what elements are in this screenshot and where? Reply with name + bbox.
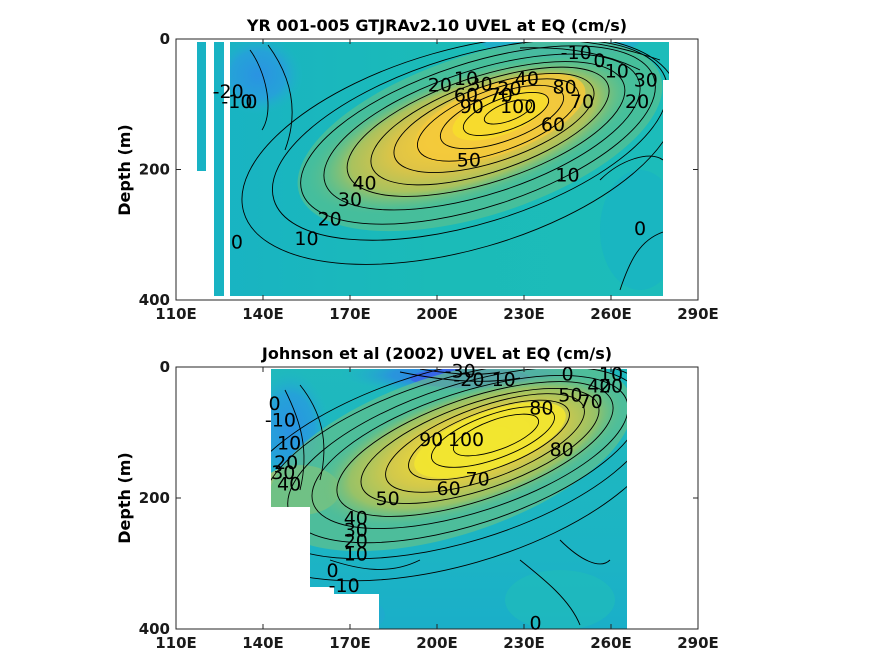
- panel-2-field: [271, 369, 627, 629]
- x-tick-label: 170E: [329, 305, 371, 323]
- contour-label: 90: [419, 429, 443, 451]
- contour-label: 70: [570, 91, 594, 113]
- contour-label: 50: [376, 488, 400, 510]
- contour-label: 30: [271, 462, 295, 484]
- contour-label: 50: [457, 150, 481, 172]
- contour-label: 40: [352, 173, 376, 195]
- contour-label: -10: [221, 91, 252, 113]
- contour-label: 0: [245, 91, 257, 113]
- contour-label: 10: [344, 544, 368, 566]
- contour-label: 20: [318, 208, 342, 230]
- contour-label: 60: [541, 114, 565, 136]
- contour-label: 50: [558, 385, 582, 407]
- x-tick-label: 110E: [155, 305, 197, 323]
- panel-1-x-axis: 110E 140E 170E 200E 230E 260E 290E: [155, 39, 719, 323]
- contour-label: 10: [555, 165, 579, 187]
- panel-2-title: Johnson et al (2002) UVEL at EQ (cm/s): [261, 344, 612, 363]
- contour-label: 40: [344, 508, 368, 530]
- y-tick-label: 200: [139, 489, 170, 507]
- contour-label: 10: [294, 228, 318, 250]
- contour-label: 40: [515, 68, 539, 90]
- contour-label: 100: [448, 429, 484, 451]
- contour-label: 10: [277, 432, 301, 454]
- contour-label: 20: [344, 531, 368, 553]
- x-tick-label: 260E: [590, 634, 632, 652]
- contour-label: 80: [529, 398, 553, 420]
- contour-label: 0: [593, 50, 605, 72]
- contour-label: 60: [454, 84, 478, 106]
- contour-label: 0: [561, 364, 573, 386]
- x-tick-label: 290E: [677, 305, 719, 323]
- contour-label: 0: [530, 612, 542, 634]
- contour-label: 100: [500, 96, 536, 118]
- panel-1-title: YR 001-005 GTJRAv2.10 UVEL at EQ (cm/s): [246, 16, 627, 35]
- contour-label: -20: [453, 369, 484, 391]
- x-tick-label: 230E: [503, 305, 545, 323]
- contour-label: 10: [454, 68, 478, 90]
- contour-label: 0: [269, 393, 281, 415]
- contour-label: 0: [634, 218, 646, 240]
- contour-label: 90: [460, 96, 484, 118]
- contour-label: 80: [553, 77, 577, 99]
- x-tick-label: 140E: [242, 634, 284, 652]
- x-tick-label: 290E: [677, 634, 719, 652]
- contour-label: 70: [489, 84, 513, 106]
- contour-label: 40: [277, 474, 301, 496]
- y-tick-label: 0: [160, 30, 170, 48]
- x-tick-label: 260E: [590, 305, 632, 323]
- y-tick-label: 200: [139, 161, 170, 179]
- contour-label: 30: [468, 73, 492, 95]
- panel-2-y-axis-label: Depth (m): [115, 452, 134, 544]
- contour-label: -10: [329, 575, 360, 597]
- contour-label: 10: [599, 364, 623, 386]
- contour-label: 30: [344, 519, 368, 541]
- contour-label: 20: [428, 75, 452, 97]
- x-tick-label: 200E: [416, 634, 458, 652]
- x-tick-label: 230E: [503, 634, 545, 652]
- panel-1-y-axis-label: Depth (m): [115, 124, 134, 216]
- contour-label: 10: [605, 60, 629, 82]
- contour-label: 40: [587, 375, 611, 397]
- panel-2-x-axis: 110E 140E 170E 200E 230E 260E 290E: [155, 367, 719, 652]
- x-tick-label: 110E: [155, 634, 197, 652]
- contour-label: 20: [274, 452, 298, 474]
- contour-label: 30: [634, 69, 658, 91]
- contour-label: 70: [466, 468, 490, 490]
- contour-label: -10: [265, 409, 296, 431]
- contour-label: -30: [445, 360, 476, 382]
- x-tick-label: 200E: [416, 305, 458, 323]
- contour-label: 20: [497, 78, 521, 100]
- y-tick-label: 400: [139, 291, 170, 309]
- contour-label: 10: [492, 369, 516, 391]
- x-tick-label: 170E: [329, 634, 371, 652]
- contour-label: 70: [579, 391, 603, 413]
- contour-label: 30: [338, 189, 362, 211]
- contour-label: 0: [231, 231, 243, 253]
- contour-label: 20: [625, 91, 649, 113]
- x-tick-label: 140E: [242, 305, 284, 323]
- y-tick-label: 400: [139, 620, 170, 638]
- contour-label: 20: [599, 375, 623, 397]
- panel-1-field: [197, 42, 669, 296]
- contour-label: 0: [327, 560, 339, 582]
- contour-label: 60: [437, 478, 461, 500]
- y-tick-label: 0: [160, 358, 170, 376]
- contour-label: 80: [550, 439, 574, 461]
- contour-label: -10: [561, 42, 592, 64]
- contour-label: -20: [213, 81, 244, 103]
